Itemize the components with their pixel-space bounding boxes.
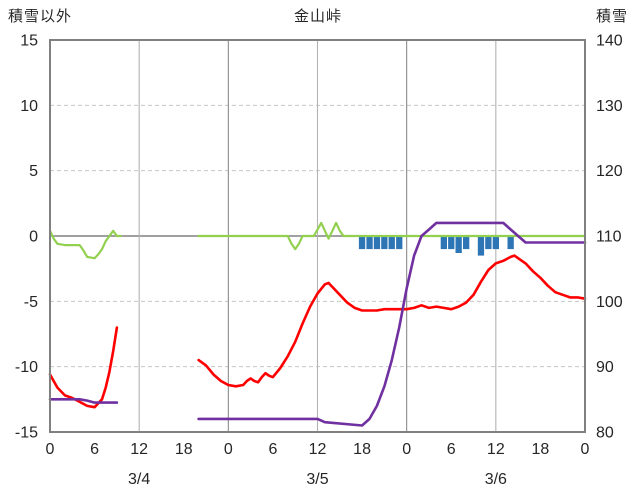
x-axis-hour-label: 0	[581, 441, 590, 458]
blue-bars	[485, 236, 492, 250]
right-axis-tick-label: 110	[596, 229, 622, 246]
x-axis-hour-label: 18	[353, 441, 371, 458]
x-axis-hour-label: 6	[268, 441, 277, 458]
left-axis-tick-label: 10	[20, 98, 38, 115]
blue-bars	[358, 236, 366, 250]
x-axis-hour-label: 12	[309, 441, 327, 458]
x-axis-date-label: 3/6	[485, 471, 507, 488]
purple-line	[48, 397, 119, 404]
x-axis-date-label: 3/4	[128, 471, 150, 488]
chart-title: 金山峠	[293, 8, 342, 25]
blue-bars	[492, 236, 499, 250]
blue-bars	[388, 236, 395, 250]
plot-frame	[49, 39, 586, 433]
left-axis-tick-label: 0	[29, 229, 38, 246]
x-axis-hour-label: 0	[46, 441, 55, 458]
x-axis-hour-label: 18	[532, 441, 550, 458]
left-axis-tick-label: -15	[15, 425, 38, 442]
x-axis-hour-label: 12	[130, 441, 148, 458]
blue-bars	[396, 236, 403, 250]
blue-bars	[440, 236, 447, 250]
blue-bars	[448, 236, 455, 250]
x-axis-hour-label: 12	[487, 441, 505, 458]
right-axis-tick-label: 120	[596, 163, 623, 180]
left-axis-tick-label: -5	[24, 294, 38, 311]
green-line	[197, 221, 587, 251]
left-axis-tick-label: -10	[15, 359, 38, 376]
left-axis-tick-label: 15	[20, 33, 38, 50]
x-axis-hour-label: 6	[90, 441, 99, 458]
left-axis-title: 積雪以外	[8, 8, 73, 25]
red-line	[48, 326, 119, 409]
x-axis-hour-label: 0	[224, 441, 233, 458]
right-axis-tick-label: 140	[596, 33, 623, 50]
green-line	[48, 229, 122, 260]
x-axis-hour-label: 6	[447, 441, 456, 458]
x-axis-date-label: 3/5	[306, 471, 328, 488]
right-axis-tick-label: 80	[596, 425, 614, 442]
blue-bars	[373, 236, 381, 250]
blue-bars	[507, 236, 514, 250]
blue-bars	[455, 236, 462, 253]
right-axis-tick-label: 130	[596, 98, 623, 115]
blue-bars	[477, 236, 485, 256]
left-axis-tick-label: 5	[29, 163, 38, 180]
right-axis-tick-label: 100	[596, 294, 623, 311]
right-axis-title: 積雪	[595, 8, 628, 25]
blue-bars	[463, 236, 470, 250]
red-line	[197, 254, 587, 388]
x-axis-hour-label: 18	[175, 441, 193, 458]
right-axis-tick-label: 90	[596, 359, 614, 376]
purple-line	[197, 221, 587, 427]
blue-bars	[366, 236, 373, 250]
blue-bars	[381, 236, 388, 250]
x-axis-hour-label: 0	[402, 441, 411, 458]
